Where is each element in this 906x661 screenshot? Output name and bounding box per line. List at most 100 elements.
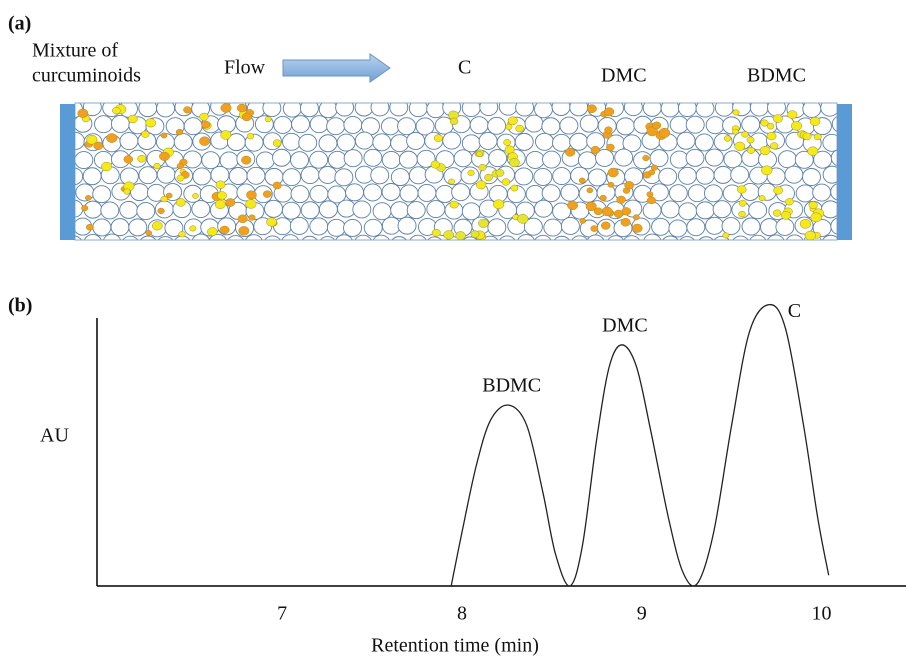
packing-bead — [389, 103, 409, 117]
analyte-dot — [503, 139, 511, 146]
packing-bead — [749, 103, 769, 117]
analyte-dot — [734, 141, 746, 151]
packing-bead — [309, 217, 329, 236]
analyte-dot — [145, 118, 157, 128]
packing-bead — [679, 236, 695, 240]
analyte-dot — [449, 117, 459, 125]
packing-bead — [775, 217, 795, 236]
analyte-dot — [484, 173, 493, 182]
analyte-dot — [266, 217, 277, 227]
packing-bead — [381, 150, 401, 169]
packing-bead — [677, 103, 697, 117]
analyte-dot — [215, 180, 226, 189]
packing-bead — [514, 167, 534, 186]
packing-bead — [327, 150, 347, 169]
analyte-dot — [772, 209, 782, 217]
packing-bead — [577, 151, 597, 170]
packing-bead — [704, 148, 724, 167]
packing-bead — [499, 235, 516, 240]
analyte-dot — [722, 232, 730, 239]
packing-bead — [482, 235, 499, 240]
packing-bead — [569, 103, 589, 117]
analyte-dot — [81, 205, 89, 212]
packing-bead — [255, 151, 275, 170]
packing-bead — [560, 217, 580, 235]
analyte-dot — [241, 112, 252, 122]
analyte-dot — [604, 126, 613, 134]
analyte-dot — [567, 200, 578, 211]
packing-bead — [705, 116, 725, 135]
packing-bead — [336, 133, 356, 152]
band-label: C — [458, 57, 471, 79]
packing-bead — [138, 166, 158, 185]
packing-bead — [157, 236, 174, 240]
packing-bead — [525, 184, 545, 203]
packing-bead — [309, 184, 329, 203]
analyte-dot — [501, 178, 511, 186]
packing-bead — [363, 218, 383, 237]
packing-bead — [343, 219, 362, 237]
analyte-dot — [246, 190, 257, 200]
analyte-dot — [599, 194, 607, 202]
analyte-dot — [658, 127, 671, 138]
packing-bead — [262, 103, 282, 117]
analyte-dot — [772, 114, 783, 123]
packing-bead — [406, 201, 426, 220]
column-packing — [75, 103, 837, 240]
analyte-dot — [785, 198, 794, 206]
packing-bead — [92, 218, 112, 237]
analyte-dot — [141, 130, 150, 138]
analyte-dot — [245, 199, 257, 209]
analyte-dot — [741, 131, 749, 138]
packing-bead — [678, 202, 698, 221]
analyte-dot — [746, 136, 755, 144]
analyte-dot — [175, 128, 184, 136]
packing-bead — [298, 133, 318, 152]
analyte-dot — [620, 217, 631, 227]
packing-bead — [802, 168, 821, 186]
analyte-dot — [225, 198, 236, 207]
packing-bead — [694, 133, 714, 152]
analyte-dot — [650, 164, 658, 171]
packing-bead — [309, 115, 329, 134]
packing-bead — [427, 236, 443, 240]
analyte-dot — [646, 196, 656, 205]
packing-bead — [289, 216, 309, 235]
x-axis-label: Retention time (min) — [371, 635, 539, 657]
packing-bead — [785, 234, 804, 240]
packing-bead — [695, 103, 715, 118]
packing-bead — [543, 218, 563, 237]
packing-bead — [372, 202, 392, 221]
analyte-dot — [93, 141, 104, 150]
analyte-dot — [766, 131, 777, 141]
packing-bead — [812, 183, 832, 202]
packing-bead — [705, 216, 724, 235]
analyte-dot — [579, 218, 587, 224]
packing-bead — [102, 233, 122, 240]
analyte-dot — [106, 133, 118, 143]
analyte-dot — [510, 184, 519, 192]
analyte-dot — [448, 178, 455, 185]
packing-bead — [777, 150, 797, 169]
packing-bead — [156, 103, 176, 118]
packing-bead — [408, 166, 428, 185]
analyte-dot — [123, 188, 131, 195]
packing-bead — [732, 235, 749, 240]
analyte-dot — [515, 124, 524, 133]
packing-bead — [559, 116, 579, 135]
packing-bead — [571, 235, 588, 240]
analyte-dot — [808, 201, 818, 210]
packing-bead — [83, 233, 102, 240]
packing-bead — [408, 103, 428, 118]
packing-bead — [668, 219, 688, 238]
packing-bead — [633, 151, 653, 170]
packing-bead — [245, 234, 263, 240]
packing-bead — [273, 116, 293, 134]
peak-label: C — [788, 300, 801, 322]
analyte-dot — [813, 133, 822, 141]
analyte-dot — [237, 214, 248, 224]
analyte-dot — [601, 221, 611, 230]
packing-bead — [291, 115, 311, 134]
analyte-dot — [199, 112, 209, 121]
packing-bead — [318, 200, 338, 219]
